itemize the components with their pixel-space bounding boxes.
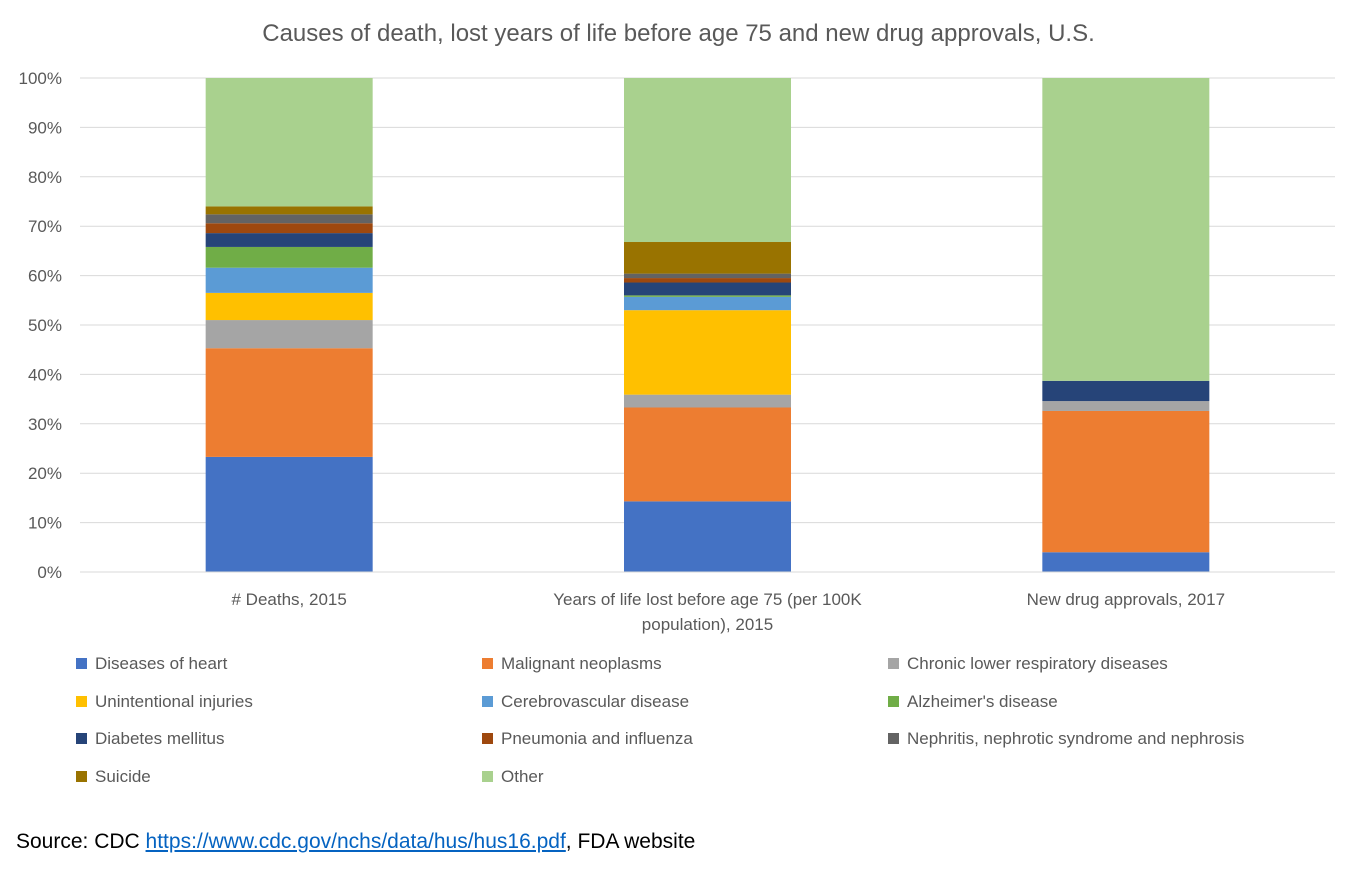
bar-segment (624, 242, 791, 274)
bar-segment (624, 295, 791, 297)
y-tick-label: 70% (28, 217, 62, 236)
bar-segment (624, 273, 791, 279)
bar-segment (1042, 78, 1210, 381)
legend-item: Alzheimer's disease (888, 692, 1058, 712)
bar-segment (624, 296, 791, 311)
bar-segment (205, 206, 373, 215)
legend-label: Cerebrovascular disease (501, 691, 690, 711)
chart-plot: 0% 10% 20% 30% 40% 50% 60% 70% 80% 90% 100% (19, 69, 1335, 582)
legend-swatch (76, 658, 87, 669)
legend-label: Diseases of heart (95, 654, 228, 673)
source-suffix: , FDA website (565, 830, 696, 853)
legend-swatch (76, 770, 87, 782)
y-tick-label: 80% (28, 168, 62, 187)
legend-swatch (888, 733, 899, 744)
bar-segment (624, 394, 791, 408)
legend-item: Other (482, 767, 544, 787)
legend-item: Diseases of heart (76, 654, 227, 674)
y-tick-label: 20% (28, 464, 62, 483)
bar-segment (624, 78, 791, 243)
bar-segment (624, 501, 791, 572)
bar-segment (205, 223, 373, 234)
legend-swatch (482, 733, 493, 744)
legend-item: Nephritis, nephrotic syndrome and nephro… (888, 729, 1244, 749)
y-tick-label: 90% (28, 118, 62, 137)
x-category-label: New drug approvals, 2017 (1026, 590, 1226, 609)
bar-segment (1042, 401, 1210, 411)
bar-segment (205, 214, 373, 224)
bar-segment (205, 456, 373, 572)
legend-item: Suicide (76, 767, 151, 787)
bar-segment (624, 278, 791, 283)
bar-segment (1042, 380, 1210, 402)
legend-swatch (76, 695, 87, 707)
bar-segment (624, 310, 791, 395)
legend-swatch (76, 733, 87, 744)
legend-label: Nephritis, nephrotic syndrome and nephro… (907, 729, 1245, 748)
bar-segment (205, 233, 373, 247)
legend-swatch (482, 658, 493, 669)
bar-segment (205, 348, 373, 457)
legend-swatch (482, 695, 493, 707)
x-category-label: Years of life lost before age 75 (per 10… (553, 590, 862, 634)
bar-segment (624, 407, 791, 502)
bar-segment (624, 282, 791, 296)
source-prefix: Source: CDC (16, 830, 146, 853)
legend-label: Other (501, 766, 544, 786)
legend-item: Unintentional injuries (76, 692, 253, 712)
chart-title: Causes of death, lost years of life befo… (262, 20, 1095, 47)
legend-swatch (888, 658, 899, 669)
legend-label: Alzheimer's disease (907, 691, 1058, 711)
bar-segment (205, 78, 373, 207)
source-link[interactable]: https://www.cdc.gov/nchs/data/hus/hus16.… (145, 830, 566, 853)
legend-label: Suicide (95, 766, 151, 786)
legend-label: Unintentional injuries (95, 691, 253, 711)
bar-segment (205, 292, 373, 321)
bar-segment (1042, 410, 1210, 553)
legend-swatch (482, 770, 493, 782)
y-tick-label: 40% (28, 365, 62, 384)
legend-label: Chronic lower respiratory diseases (907, 654, 1168, 673)
legend-item: Diabetes mellitus (76, 729, 224, 749)
legend-item: Chronic lower respiratory diseases (888, 654, 1168, 674)
legend-item: Cerebrovascular disease (482, 692, 689, 712)
legend-label: Pneumonia and influenza (501, 729, 693, 748)
bar-segment (205, 320, 373, 349)
bar-segment (205, 246, 373, 268)
legend-swatch (888, 695, 899, 707)
source-note: Source: CDC https://www.cdc.gov/nchs/dat… (16, 830, 695, 854)
bar-segment (205, 267, 373, 293)
legend-item: Pneumonia and influenza (482, 729, 693, 749)
y-tick-label: 0% (37, 563, 62, 582)
legend-label: Malignant neoplasms (501, 654, 662, 673)
y-tick-label: 10% (28, 514, 62, 533)
y-tick-label: 30% (28, 415, 62, 434)
y-tick-label: 60% (28, 267, 62, 286)
x-category-label: # Deaths, 2015 (231, 590, 347, 609)
y-tick-label: 100% (19, 69, 62, 88)
y-tick-label: 50% (28, 316, 62, 335)
bar-segment (1042, 552, 1210, 572)
legend-label: Diabetes mellitus (95, 729, 225, 748)
legend-item: Malignant neoplasms (482, 654, 662, 674)
